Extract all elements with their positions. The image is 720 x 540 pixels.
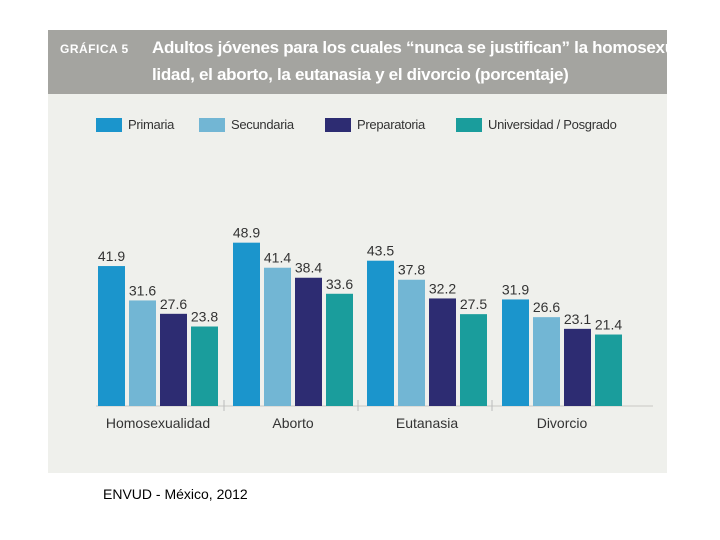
data-label-eutanasia-preparatoria: 32.2 xyxy=(429,280,456,296)
figure-label: GRÁFICA 5 xyxy=(60,42,129,56)
bar-aborto-primaria xyxy=(233,242,260,406)
data-label-aborto-primaria: 48.9 xyxy=(233,225,260,241)
bar-divorcio-universidad-posgrado xyxy=(595,334,622,406)
legend-label-universidad: Universidad / Posgrado xyxy=(488,117,617,132)
data-label-eutanasia-universidad-posgrado: 27.5 xyxy=(460,296,487,312)
data-label-eutanasia-secundaria: 37.8 xyxy=(398,262,425,278)
bar-eutanasia-secundaria xyxy=(398,279,425,406)
data-label-homosexualidad-secundaria: 31.6 xyxy=(129,282,156,298)
data-label-aborto-universidad-posgrado: 33.6 xyxy=(326,276,353,292)
data-label-homosexualidad-preparatoria: 27.6 xyxy=(160,296,187,312)
chart-figure: GRÁFICA 5 Adultos jóvenes para los cuale… xyxy=(48,30,690,473)
category-label-eutanasia: Eutanasia xyxy=(396,415,458,431)
chart-title-line-1: Adultos jóvenes para los cuales “nunca s… xyxy=(152,38,690,57)
bar-chart: 41.9 31.627.623.8 Homosexualidad 48.941.438… xyxy=(96,225,653,431)
category-label-divorcio: Divorcio xyxy=(537,415,588,431)
bar-eutanasia-primaria xyxy=(367,260,394,406)
data-label-aborto-secundaria: 41.4 xyxy=(264,250,291,266)
bar-eutanasia-preparatoria xyxy=(429,298,456,406)
legend-label-preparatoria: Preparatoria xyxy=(357,117,425,132)
chart-legend: Primaria Secundaria Preparatoria Univers… xyxy=(96,116,656,136)
legend-swatch-primaria xyxy=(96,118,122,132)
bar-homosexualidad-preparatoria xyxy=(160,313,187,406)
legend-label-primaria: Primaria xyxy=(128,117,174,132)
bar-aborto-secundaria xyxy=(264,267,291,406)
legend-label-secundaria: Secundaria xyxy=(231,117,294,132)
data-label-homosexualidad-universidad-posgrado: 23.8 xyxy=(191,309,218,325)
bar-homosexualidad-secundaria xyxy=(129,300,156,406)
bar-aborto-universidad-posgrado xyxy=(326,293,353,406)
bar-homosexualidad-universidad-posgrado xyxy=(191,326,218,406)
data-label-homosexualidad-primaria: 41.9 xyxy=(98,248,125,264)
bar-eutanasia-universidad-posgrado xyxy=(460,314,487,406)
data-label-aborto-preparatoria: 38.4 xyxy=(295,260,322,276)
bar-divorcio-preparatoria xyxy=(564,328,591,406)
data-label-divorcio-secundaria: 26.6 xyxy=(533,299,560,315)
legend-swatch-preparatoria xyxy=(325,118,351,132)
chart-title-line-2: lidad, el aborto, la eutanasia y el divo… xyxy=(152,65,569,84)
bar-divorcio-secundaria xyxy=(533,317,560,406)
data-label-divorcio-universidad-posgrado: 21.4 xyxy=(595,317,622,333)
chart-header: GRÁFICA 5 Adultos jóvenes para los cuale… xyxy=(48,30,690,94)
bar-divorcio-primaria xyxy=(502,299,529,406)
data-label-eutanasia-primaria: 43.5 xyxy=(367,243,394,259)
category-label-homosexualidad: Homosexualidad xyxy=(106,415,210,431)
data-label-divorcio-primaria: 31.9 xyxy=(502,281,529,297)
bar-aborto-preparatoria xyxy=(295,277,322,406)
bar-homosexualidad-primaria xyxy=(98,266,125,406)
source-caption: ENVUD - México, 2012 xyxy=(103,486,248,502)
legend-swatch-secundaria xyxy=(199,118,225,132)
legend-swatch-universidad xyxy=(456,118,482,132)
data-label-divorcio-preparatoria: 23.1 xyxy=(564,311,591,327)
category-label-aborto: Aborto xyxy=(272,415,313,431)
